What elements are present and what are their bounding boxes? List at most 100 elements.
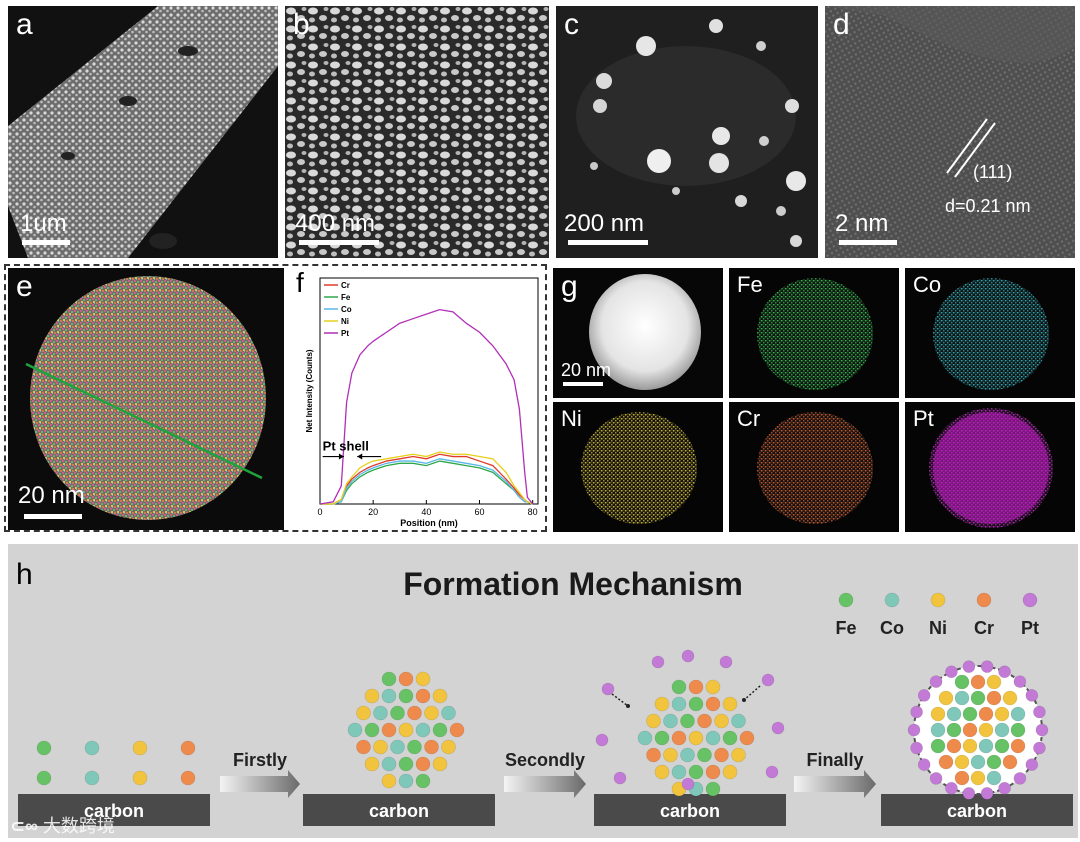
stage2-atom <box>398 756 414 772</box>
stage3-atom <box>705 696 721 712</box>
panel-d-label: d <box>833 8 850 41</box>
final-shell-pt-atom <box>929 772 943 785</box>
final-core-atom <box>962 738 978 754</box>
stage2-atom <box>415 773 431 789</box>
panel-g-eds-maps: g 20 nm Fe Co Ni Cr Pt <box>553 268 1075 532</box>
stage2-atom <box>373 705 388 721</box>
eds-map-label-pt: Pt <box>913 406 934 431</box>
haadf-tile: g 20 nm <box>553 268 723 398</box>
final-shell-pt-atom <box>945 781 958 795</box>
carbon-label-4: carbon <box>947 801 1007 821</box>
final-core-atom <box>986 674 1002 690</box>
eds-map-image-pt <box>929 408 1053 528</box>
stage2-atom <box>441 739 456 755</box>
eds-map-image-ni <box>581 412 697 524</box>
stage3-atom <box>705 764 721 780</box>
panel-a-image <box>8 6 278 258</box>
legend-label-cr: Cr <box>341 281 350 290</box>
final-shell-pt-atom <box>1013 772 1027 785</box>
stage3-atom <box>646 713 661 729</box>
stage3-pt-atom <box>765 765 779 779</box>
final-shell-pt-atom <box>1033 741 1046 755</box>
panel-f-label: f <box>296 268 304 298</box>
carbon-label-3: carbon <box>660 801 720 821</box>
panel-g-scale-bar <box>563 382 603 386</box>
final-core-atom <box>946 738 962 754</box>
stage3-atom <box>688 764 704 780</box>
final-core-atom <box>930 722 946 738</box>
final-core-atom <box>938 690 954 706</box>
final-core-atom <box>946 722 962 738</box>
eds-map-label-co: Co <box>913 272 942 297</box>
eds-map-fe: Fe <box>729 268 899 398</box>
final-shell-pt-atom <box>929 675 943 688</box>
stage3-atom <box>714 747 729 763</box>
stage2-atom <box>398 722 414 738</box>
stage3-atom <box>671 764 687 780</box>
legend-label-fe: Fe <box>341 293 351 302</box>
step-label-1: Firstly <box>233 750 287 770</box>
stage2-atom <box>432 756 448 772</box>
pt-migration-arrowhead-2 <box>742 698 746 702</box>
stage3-pt-atom <box>651 655 665 669</box>
stage2-atom <box>356 739 371 755</box>
final-shell-pt-atom <box>917 689 931 702</box>
series-line-cr <box>320 453 533 505</box>
legend-atom-pt <box>1022 592 1038 608</box>
eds-map-label-fe: Fe <box>737 272 763 297</box>
panel-b-label: b <box>293 8 310 41</box>
stage2-atom <box>347 722 363 738</box>
stage2-atom <box>381 722 397 738</box>
stage2-atom <box>407 739 422 755</box>
step-arrow-3 <box>794 770 876 798</box>
watermark-logo-icon: ⊂∞ <box>10 816 43 836</box>
stage3-atom <box>722 696 738 712</box>
final-shell-pt-atom <box>980 787 994 800</box>
step-arrow-1 <box>220 770 300 798</box>
pt-shell-arrowhead-left <box>338 453 344 460</box>
eds-map-image-co <box>933 278 1049 390</box>
line-scan-plot: 0 20 40 60 80 Position (nm) Net Intensity (Cou… <box>305 277 539 528</box>
carbon-substrate-2 <box>303 794 495 826</box>
stage2-atom <box>424 705 439 721</box>
stage3-atom <box>663 747 678 763</box>
x-tick-label: 60 <box>475 507 485 517</box>
final-core-atom <box>994 722 1010 738</box>
panel-c-scale-bar <box>568 240 648 245</box>
final-core-atom <box>994 738 1010 754</box>
stage3-atom <box>705 730 721 746</box>
stage3-atom <box>654 764 670 780</box>
panel-e-label: e <box>16 270 33 303</box>
final-shell-pt-atom <box>945 665 958 679</box>
panel-d-hrtem: d (111) d=0.21 nm 2 nm <box>825 6 1075 258</box>
panel-d-spacing-label: d=0.21 nm <box>945 196 1031 216</box>
final-shell-pt-atom <box>998 665 1011 679</box>
stage3-atom <box>654 696 670 712</box>
legend-label-ni: Ni <box>341 317 349 326</box>
stage2-atom <box>390 705 405 721</box>
stage3-atom <box>688 696 704 712</box>
final-core-atom <box>1002 690 1018 706</box>
final-shell-pt-atom <box>1033 705 1046 719</box>
carbon-label-2: carbon <box>369 801 429 821</box>
panel-e-scale-bar <box>24 514 82 519</box>
eds-map-image-cr <box>757 412 873 524</box>
mechanism-title: Formation Mechanism <box>403 566 743 602</box>
series-line-ni <box>320 451 533 505</box>
legend-atom-fe <box>838 592 854 608</box>
final-core-atom <box>962 706 978 722</box>
stage3-atom <box>637 730 653 746</box>
stage3-pt-atom <box>595 733 609 747</box>
legend-atom-cr <box>976 592 992 608</box>
final-shell-pt-atom <box>1025 689 1039 702</box>
final-core-atom <box>1002 754 1018 770</box>
final-shell-pt-atom <box>1013 675 1027 688</box>
panel-b-scale-label: 400 nm <box>295 210 376 237</box>
panel-a-label: a <box>16 8 33 41</box>
stage2-atom <box>407 705 422 721</box>
panel-c-stem: c 200 nm <box>556 6 818 258</box>
stage2-atom <box>415 722 431 738</box>
final-core-atom <box>954 690 970 706</box>
carbon-label-1: carbon <box>84 801 144 821</box>
step-label-2: Secondly <box>505 750 585 770</box>
